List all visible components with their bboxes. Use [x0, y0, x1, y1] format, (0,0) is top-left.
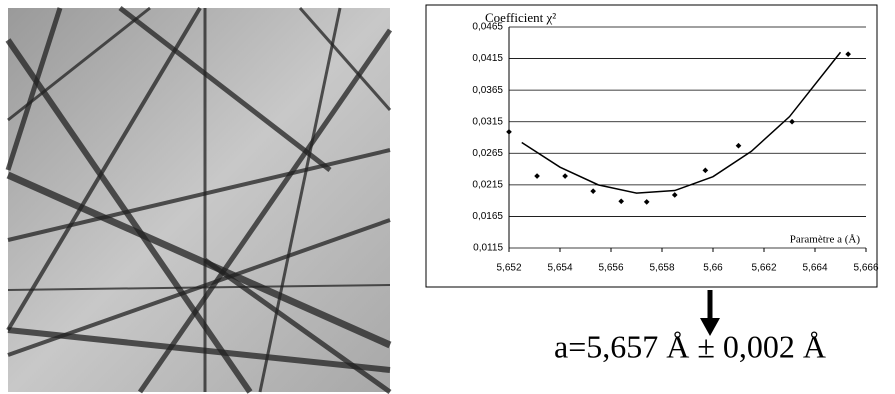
x-tick-label: 5,658 — [649, 263, 674, 274]
y-tick-label: 0,0265 — [472, 148, 503, 159]
data-point — [590, 188, 596, 194]
chart-frame — [425, 4, 878, 288]
data-point — [789, 118, 795, 125]
x-tick-label: 5,662 — [751, 263, 776, 274]
x-axis-label: Paramètre a (Å) — [790, 234, 861, 246]
x-tick-label: 5,664 — [802, 263, 827, 274]
y-tick-label: 0,0215 — [472, 179, 503, 190]
data-point — [534, 173, 540, 179]
data-point — [671, 192, 678, 198]
fit-curve — [521, 51, 842, 194]
x-tick-label: 5,652 — [496, 263, 521, 274]
data-point — [562, 173, 568, 179]
x-tick-label: 5,666 — [853, 263, 878, 274]
x-tick-label: 5,654 — [547, 263, 572, 274]
arrow-head — [700, 318, 720, 336]
y-tick-label: 0,0115 — [473, 243, 503, 254]
result-annotation: a=5,657 Å ± 0,002 Å — [554, 328, 826, 364]
y-tick-label: 0,0415 — [472, 53, 503, 64]
y-axis-label: Coefficient χ² — [485, 10, 556, 25]
x-tick-label: 5,656 — [598, 263, 623, 274]
data-point — [702, 167, 709, 174]
x-tick-label: 5,66 — [703, 263, 723, 274]
data-point — [845, 51, 851, 57]
y-tick-label: 0,0365 — [472, 85, 503, 96]
data-point — [506, 128, 512, 135]
data-point — [618, 198, 625, 205]
data-point — [735, 142, 742, 149]
data-point — [643, 199, 650, 205]
kikuchi-pattern — [5, 6, 393, 394]
y-tick-label: 0,0315 — [472, 116, 503, 127]
y-tick-label: 0,0165 — [472, 211, 503, 222]
y-tick-label: 0,0465 — [472, 22, 503, 33]
